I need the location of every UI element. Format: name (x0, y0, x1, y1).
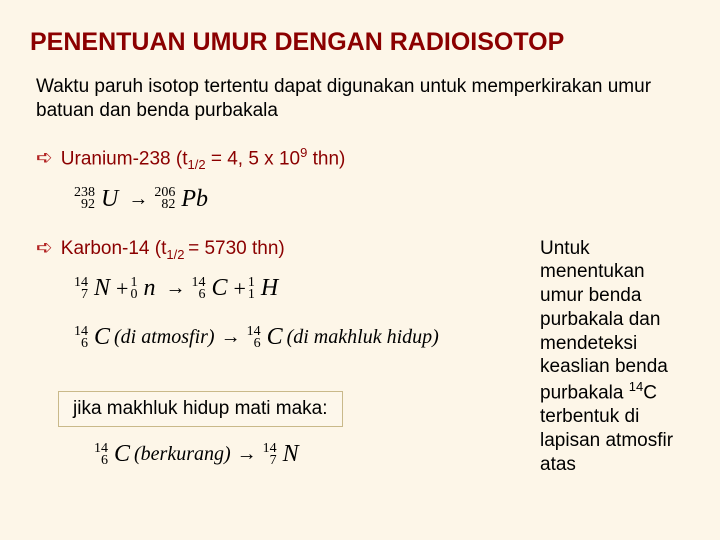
mass-charge: 147 (74, 277, 88, 301)
element-symbol: H (261, 275, 278, 302)
equation-nitrogen: 147 N + 10 n → 146 C + 11 H (74, 275, 540, 302)
uranium-unit: thn) (307, 148, 345, 169)
paren-text: (di atmosfir) (114, 326, 215, 349)
element-symbol: U (101, 186, 118, 213)
mass-charge: 146 (247, 326, 261, 350)
reaction-arrow-icon: → (221, 326, 241, 349)
mass-charge: 23892 (74, 187, 95, 211)
element-symbol: n (143, 275, 155, 302)
reaction-arrow-icon: → (237, 443, 257, 466)
equation-berkurang: 146 C (berkurang) → 147 N (94, 441, 540, 468)
page-title: PENENTUAN UMUR DENGAN RADIOISOTOP (30, 28, 690, 57)
intro-text: Waktu paruh isotop tertentu dapat diguna… (36, 75, 690, 123)
bullet-arrow-icon: ➪ (36, 145, 53, 170)
equation-atmosfir: 146 C (di atmosfir) → 146 C (di makhluk … (74, 324, 540, 351)
karbon-label: Karbon-14 (t1/2 = 5730 thn) (61, 238, 285, 262)
half-life-sub: 1/2 (166, 246, 188, 261)
half-life-sub: 1/2 (187, 157, 205, 172)
element-symbol: N (94, 275, 110, 302)
mass-charge: 147 (263, 443, 277, 467)
mass-charge: 20682 (154, 187, 175, 211)
karbon-item: ➪ Karbon-14 (t1/2 = 5730 thn) (36, 235, 540, 262)
right-description: Untuk menentukan umur benda purbakala da… (540, 235, 690, 477)
box-note: jika makhluk hidup mati maka: (58, 391, 343, 427)
uranium-label: Uranium-238 (t1/2 = 4, 5 x 109 thn) (61, 145, 346, 172)
element-symbol: Pb (181, 186, 208, 213)
mass-charge: 146 (191, 277, 205, 301)
uranium-name: Uranium-238 (61, 148, 176, 169)
mass-charge: 146 (74, 326, 88, 350)
element-symbol: C (267, 324, 283, 351)
element-symbol: C (94, 324, 110, 351)
paren-text: (berkurang) (134, 443, 231, 466)
bullet-arrow-icon: ➪ (36, 235, 53, 260)
element-symbol: C (114, 441, 130, 468)
plus-icon: + (116, 276, 128, 302)
mass-charge: 11 (248, 277, 255, 301)
mass-charge: 10 (130, 277, 137, 301)
karbon-name: Karbon-14 (61, 238, 155, 259)
paren-text: (di makhluk hidup) (287, 326, 439, 349)
reaction-arrow-icon: → (128, 188, 148, 211)
mass-charge: 146 (94, 443, 108, 467)
reaction-arrow-icon: → (165, 277, 185, 300)
uranium-val: = 4, 5 x 10 (206, 148, 301, 169)
uranium-item: ➪ Uranium-238 (t1/2 = 4, 5 x 109 thn) (36, 145, 690, 172)
element-symbol: N (283, 441, 299, 468)
plus-icon: + (233, 276, 245, 302)
equation-uranium: 23892 U → 20682 Pb (74, 186, 690, 213)
element-symbol: C (211, 275, 227, 302)
karbon-val: = 5730 thn) (188, 238, 285, 259)
